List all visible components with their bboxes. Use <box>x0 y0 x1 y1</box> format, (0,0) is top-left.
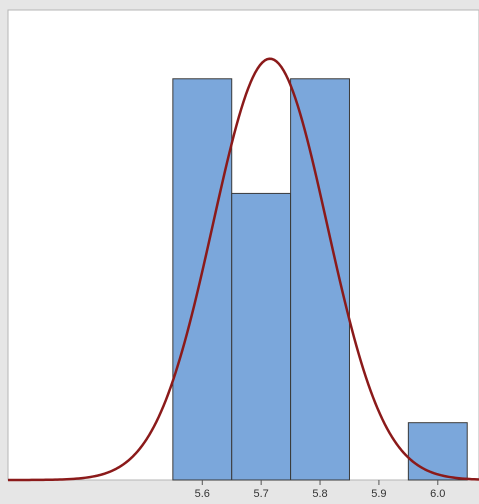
x-tick-label: 5.7 <box>254 488 269 499</box>
x-axis-ticks: 5.6 5.7 5.8 5.9 6.0 <box>195 480 445 500</box>
histogram-bar <box>231 192 292 481</box>
x-tick-label: 5.6 <box>195 488 210 499</box>
normal-fit-curve <box>8 57 479 482</box>
fit-curve-layer <box>8 57 479 482</box>
histogram-bar <box>172 78 233 481</box>
x-tick-label: 5.8 <box>312 488 327 499</box>
histogram-bar <box>407 422 468 481</box>
x-tick-label: 5.9 <box>371 488 386 499</box>
x-tick-label: 6.0 <box>430 488 445 499</box>
